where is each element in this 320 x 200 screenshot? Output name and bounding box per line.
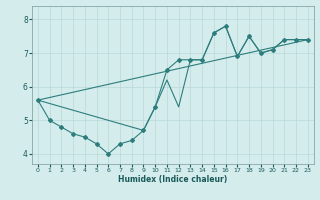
X-axis label: Humidex (Indice chaleur): Humidex (Indice chaleur) [118, 175, 228, 184]
